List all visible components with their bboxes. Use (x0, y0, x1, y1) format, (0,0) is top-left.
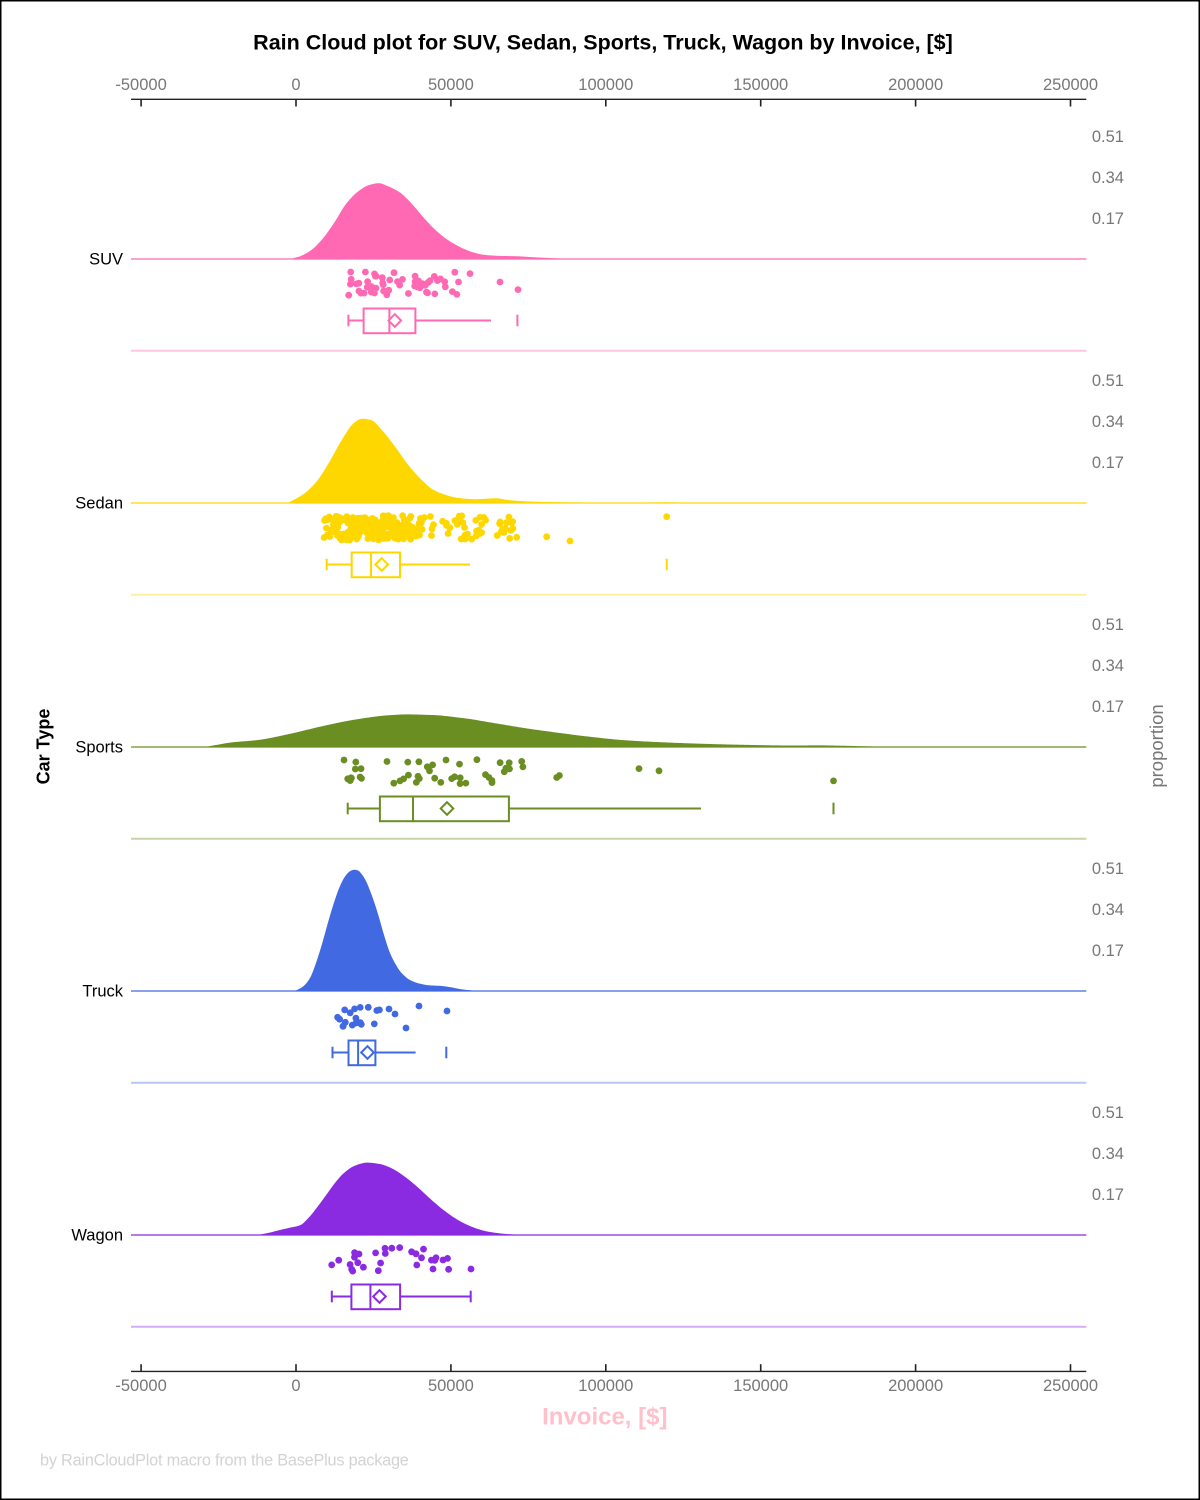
svg-text:0.17: 0.17 (1092, 210, 1124, 228)
svg-text:150000: 150000 (733, 76, 788, 94)
svg-text:0.34: 0.34 (1092, 169, 1124, 187)
svg-text:0.34: 0.34 (1092, 413, 1124, 431)
svg-text:0.17: 0.17 (1092, 1186, 1124, 1204)
svg-text:proportion: proportion (1146, 704, 1167, 787)
svg-text:0: 0 (291, 1377, 300, 1395)
svg-text:SUV: SUV (89, 251, 123, 269)
svg-text:0.34: 0.34 (1092, 1145, 1124, 1163)
svg-text:50000: 50000 (428, 1377, 474, 1395)
svg-text:Sports: Sports (75, 739, 123, 757)
svg-text:0: 0 (291, 76, 300, 94)
svg-text:0.34: 0.34 (1092, 657, 1124, 675)
svg-text:0.51: 0.51 (1092, 128, 1124, 146)
svg-text:0.51: 0.51 (1092, 1104, 1124, 1122)
svg-text:Rain Cloud plot for SUV, Sedan: Rain Cloud plot for SUV, Sedan, Sports, … (253, 31, 953, 55)
svg-text:Invoice, [$]: Invoice, [$] (542, 1404, 667, 1431)
svg-text:0.17: 0.17 (1092, 942, 1124, 960)
svg-text:200000: 200000 (888, 76, 943, 94)
svg-text:Car Type: Car Type (34, 709, 54, 785)
svg-text:100000: 100000 (578, 1377, 633, 1395)
svg-text:0.17: 0.17 (1092, 454, 1124, 472)
svg-text:Sedan: Sedan (75, 495, 123, 513)
svg-text:0.17: 0.17 (1092, 698, 1124, 716)
svg-text:-50000: -50000 (115, 76, 166, 94)
svg-text:250000: 250000 (1043, 1377, 1098, 1395)
svg-text:Wagon: Wagon (71, 1227, 123, 1245)
svg-text:0.51: 0.51 (1092, 860, 1124, 878)
svg-text:250000: 250000 (1043, 76, 1098, 94)
svg-text:200000: 200000 (888, 1377, 943, 1395)
svg-text:Truck: Truck (82, 983, 123, 1001)
svg-text:0.51: 0.51 (1092, 372, 1124, 390)
svg-text:150000: 150000 (733, 1377, 788, 1395)
svg-text:0.34: 0.34 (1092, 901, 1124, 919)
svg-text:100000: 100000 (578, 76, 633, 94)
svg-text:0.51: 0.51 (1092, 616, 1124, 634)
svg-text:50000: 50000 (428, 76, 474, 94)
svg-text:-50000: -50000 (115, 1377, 166, 1395)
svg-text:by RainCloudPlot macro from th: by RainCloudPlot macro from the BasePlus… (40, 1452, 409, 1470)
